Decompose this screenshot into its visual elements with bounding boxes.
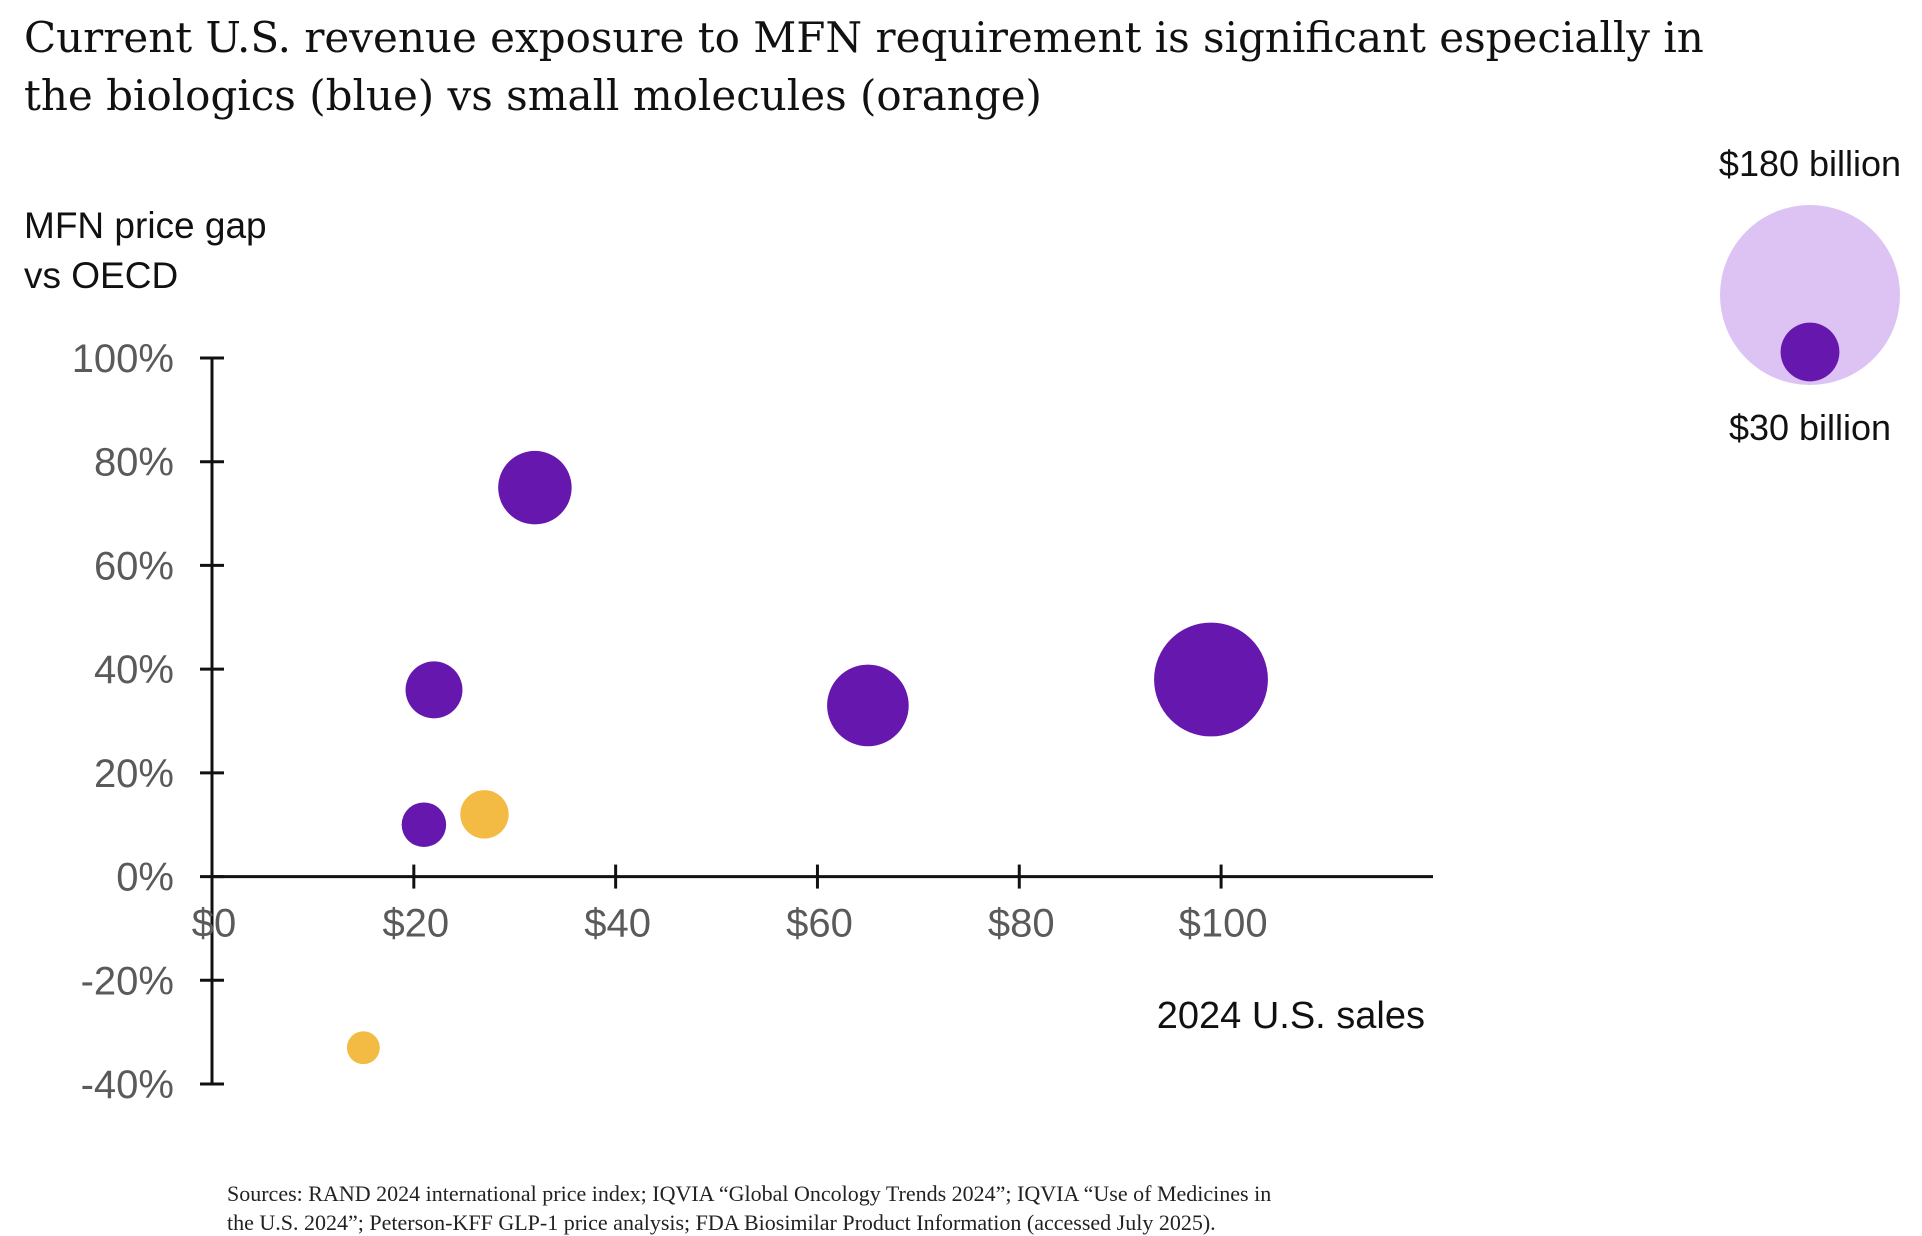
y-tick-label: 60% xyxy=(94,544,174,588)
x-tick-label: $60 xyxy=(786,902,853,946)
x-tick-label: $20 xyxy=(382,902,449,946)
y-tick-label: 80% xyxy=(94,441,174,485)
bubble-point-biologics xyxy=(405,661,463,719)
chart-title-line-2: the biologics (blue) vs small molecules … xyxy=(24,71,1042,120)
source-note-line-2: the U.S. 2024”; Peterson-KFF GLP-1 price… xyxy=(227,1210,1216,1235)
bubble-point-small-molecules xyxy=(460,790,509,839)
y-tick-label: 20% xyxy=(94,752,174,796)
y-tick-label: 40% xyxy=(94,648,174,692)
bubble-point-biologics xyxy=(827,664,909,747)
y-tick-label: -40% xyxy=(81,1063,174,1107)
plot-area: 100% 80% 60% 40% 20% 0% -20% -40% $0 $20 $40 $60 $80… xyxy=(72,337,1433,1107)
bubble-point-small-molecules xyxy=(346,1031,380,1065)
size-legend: $180 billion $30 billion xyxy=(1719,143,1901,448)
x-axis-label: 2024 U.S. sales xyxy=(1157,995,1425,1037)
bubble-point-biologics xyxy=(498,450,572,525)
bubble-point-biologics xyxy=(401,802,447,847)
x-tick-label: $40 xyxy=(584,902,651,946)
y-axis-label-line-2: vs OECD xyxy=(24,255,178,296)
x-tick-label: $0 xyxy=(192,902,237,946)
bubble-point-biologics xyxy=(1154,622,1268,737)
legend-label-large: $180 billion xyxy=(1719,143,1901,184)
legend-bubble-small xyxy=(1780,322,1840,382)
x-tick-label: $100 xyxy=(1179,902,1268,946)
y-tick-label: -20% xyxy=(81,959,174,1003)
y-tick-label: 100% xyxy=(72,337,174,381)
legend-bubble-large xyxy=(1720,205,1900,385)
x-tick-label: $80 xyxy=(988,902,1055,946)
legend-label-small: $30 billion xyxy=(1729,407,1891,448)
source-note-line-1: Sources: RAND 2024 international price i… xyxy=(227,1181,1271,1206)
y-axis-label-line-1: MFN price gap xyxy=(24,205,267,246)
y-tick-label: 0% xyxy=(116,856,174,900)
chart-title-line-1: Current U.S. revenue exposure to MFN req… xyxy=(24,13,1704,62)
